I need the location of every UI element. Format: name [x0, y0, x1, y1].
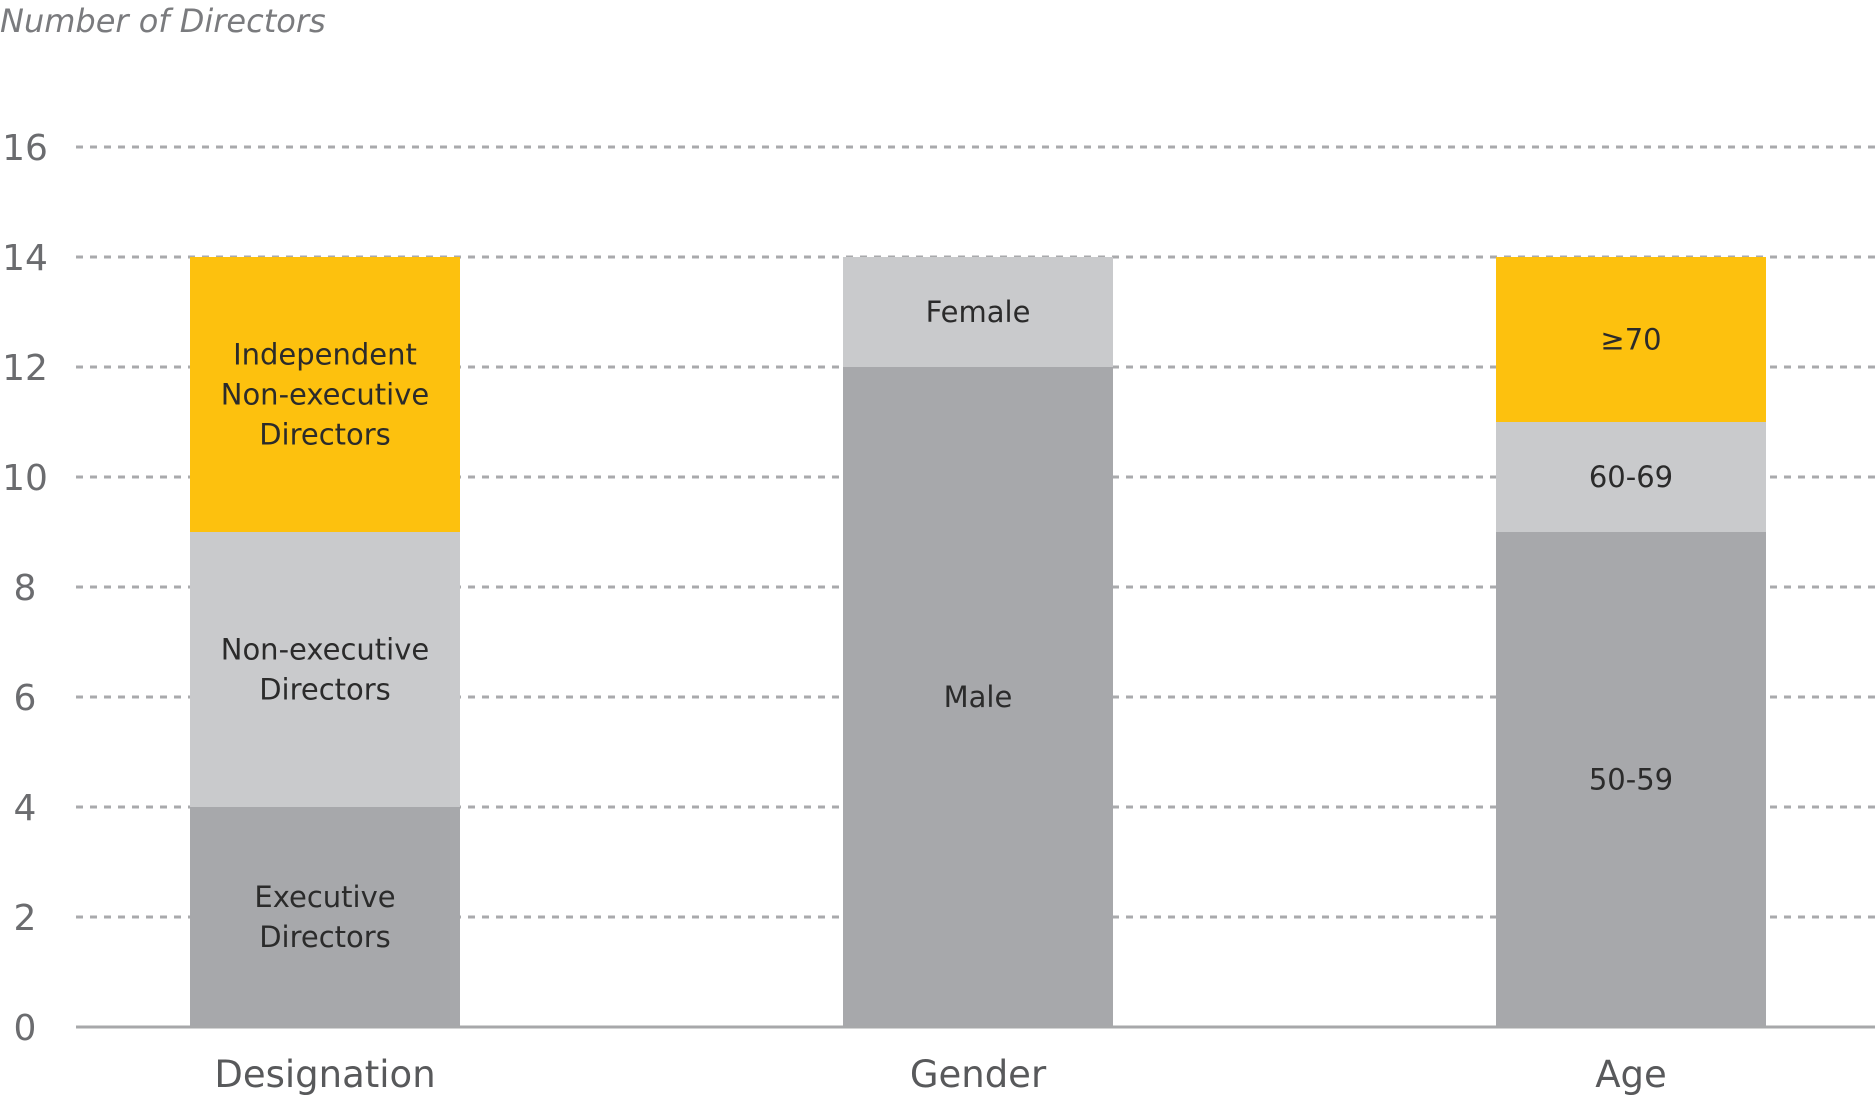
bars: Executive Directors Non-executive Directors… [190, 257, 1766, 1027]
segment-label: 50-59 [1589, 763, 1673, 797]
segment-label: Male [944, 680, 1013, 714]
x-axis-ticks: Designation Gender Age [214, 1053, 1666, 1096]
segment-label: Non-executive Directors [221, 633, 429, 707]
y-tick-label: 0 [14, 1008, 37, 1049]
bar-segment [1496, 257, 1766, 422]
y-axis-label: Number of Directors [0, 2, 326, 40]
y-tick-label: 6 [14, 678, 37, 719]
y-tick-label: 8 [14, 568, 37, 609]
x-tick-label: Designation [214, 1053, 435, 1096]
y-tick-label: 12 [2, 348, 48, 389]
segment-label: Independent Non-executive Directors [221, 338, 429, 452]
segment-label: Executive Directors [254, 880, 395, 954]
bar-segment [1496, 422, 1766, 532]
bar-segment [843, 367, 1113, 1027]
segment-label: 60-69 [1589, 460, 1673, 494]
bar-segment [1496, 532, 1766, 1027]
bar-segment [843, 257, 1113, 367]
bar-segment [190, 532, 460, 807]
x-tick-label: Age [1595, 1053, 1667, 1096]
y-axis-ticks: 0 2 4 6 8 10 12 14 16 [2, 128, 48, 1049]
bar-segment [190, 807, 460, 1027]
y-tick-label: 2 [14, 898, 37, 939]
x-tick-label: Gender [910, 1053, 1047, 1096]
y-tick-label: 4 [14, 788, 37, 829]
y-tick-label: 16 [2, 128, 48, 169]
segment-label: Female [926, 295, 1031, 329]
y-tick-label: 10 [2, 458, 48, 499]
y-tick-label: 14 [2, 238, 48, 279]
bar-segment [190, 257, 460, 532]
segment-label: ≥70 [1600, 323, 1661, 357]
